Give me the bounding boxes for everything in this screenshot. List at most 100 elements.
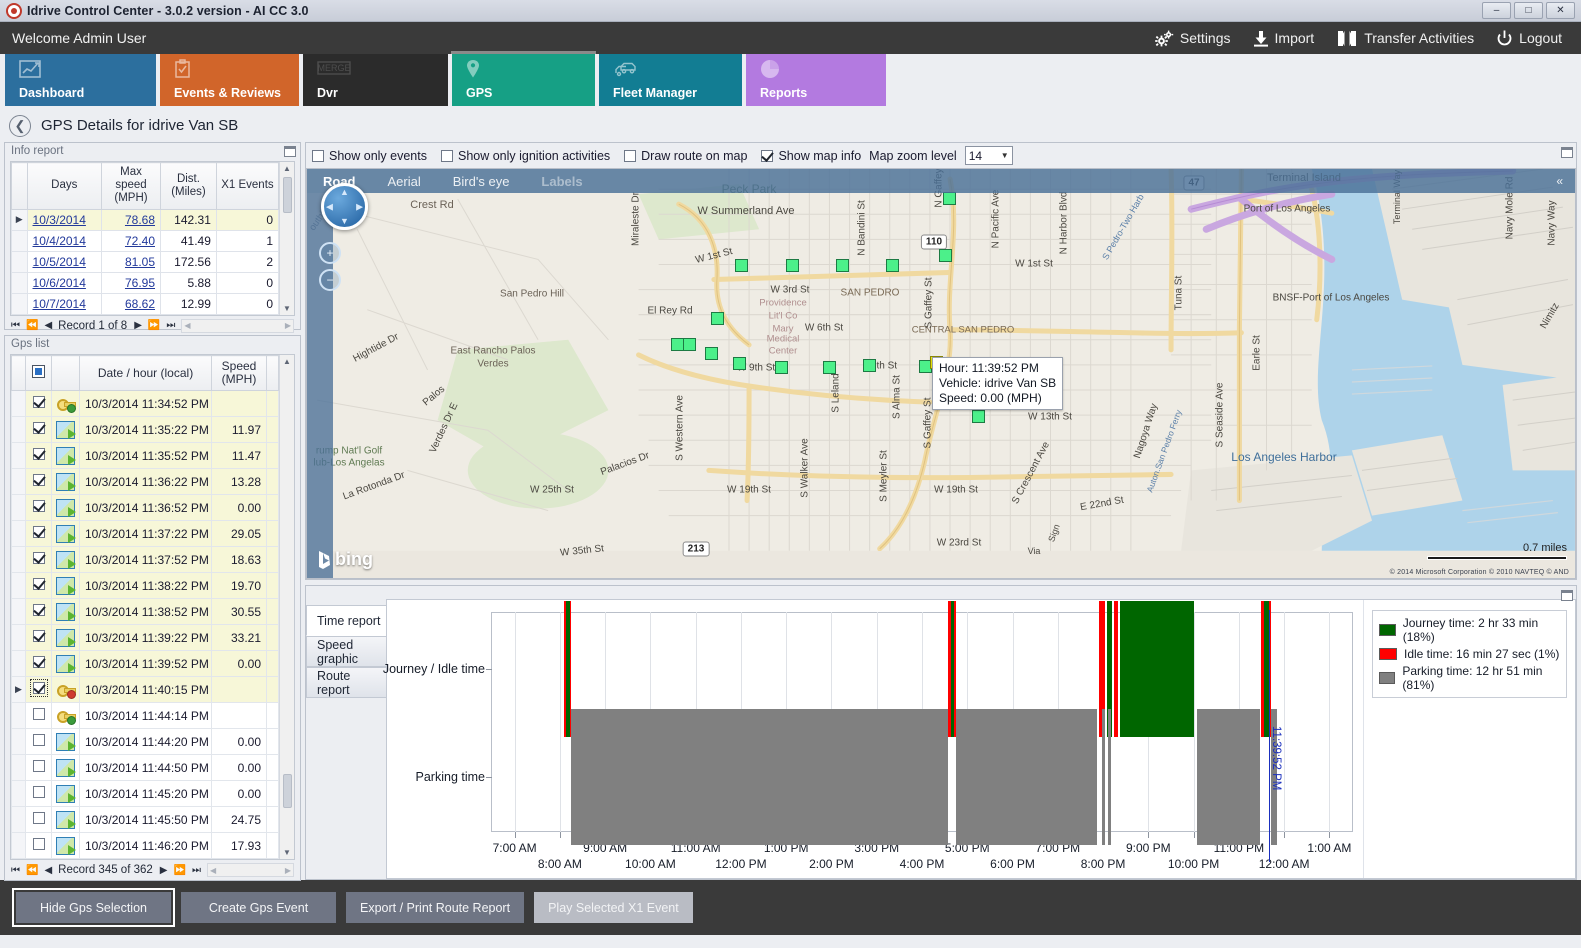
export-print-route-report-button[interactable]: Export / Print Route Report — [346, 892, 525, 923]
row-checkbox[interactable] — [32, 422, 45, 435]
gps-point-marker[interactable] — [735, 259, 748, 272]
pan-left-icon[interactable]: ◀ — [326, 201, 333, 211]
show-only-ignition-option[interactable]: Show only ignition activities — [440, 149, 610, 163]
row-checkbox-cell[interactable] — [25, 780, 52, 808]
tab-speed-graphic[interactable]: Speed graphic — [306, 636, 386, 667]
row-checkbox-cell[interactable] — [25, 494, 52, 522]
cell-day[interactable]: 10/3/2014 — [26, 208, 103, 231]
play-selected-x1-event-button[interactable]: Play Selected X1 Event — [534, 892, 693, 923]
col-days[interactable]: Days — [26, 162, 103, 210]
prev-record-button[interactable]: ◀ — [44, 864, 52, 876]
prev-page-button[interactable]: ⏪ — [26, 864, 38, 876]
list-item[interactable]: 10/3/2014 11:36:22 PM 13.28 — [11, 468, 279, 496]
restore-icon-map[interactable] — [1561, 147, 1573, 158]
row-checkbox[interactable] — [32, 474, 45, 487]
list-item[interactable]: 10/3/2014 11:44:50 PM 0.00 — [11, 754, 279, 782]
list-item[interactable]: 10/3/2014 11:39:22 PM 33.21 — [11, 624, 279, 652]
table-row[interactable]: 10/7/2014 68.62 12.99 0 — [11, 292, 279, 315]
scroll-down-icon[interactable]: ▼ — [283, 848, 291, 858]
settings-button[interactable]: Settings — [1143, 22, 1242, 54]
list-item[interactable]: 10/3/2014 11:38:22 PM 19.70 — [11, 572, 279, 600]
gps-point-marker[interactable] — [775, 361, 788, 374]
show-only-events-checkbox[interactable] — [312, 149, 324, 162]
row-checkbox[interactable] — [32, 630, 45, 643]
select-all-checkbox[interactable] — [25, 355, 52, 392]
list-item[interactable]: 10/3/2014 11:35:52 PM 11.47 — [11, 442, 279, 470]
draw-route-option[interactable]: Draw route on map — [624, 149, 747, 163]
row-checkbox-cell[interactable] — [25, 728, 52, 756]
row-checkbox-cell[interactable] — [25, 832, 52, 860]
next-page-button[interactable]: ⏩ — [147, 320, 160, 332]
nav-tile-gps[interactable]: GPS — [451, 51, 596, 106]
scroll-thumb[interactable] — [282, 774, 292, 809]
table-row[interactable]: 10/6/2014 76.95 5.88 0 — [11, 271, 279, 294]
gps-point-marker[interactable] — [786, 259, 799, 272]
tab-route-report[interactable]: Route report — [306, 667, 386, 698]
row-checkbox-cell[interactable] — [25, 598, 52, 626]
show-only-ignition-checkbox[interactable] — [440, 149, 453, 162]
pan-down-icon[interactable]: ▼ — [340, 216, 349, 226]
cell-day[interactable]: 10/7/2014 — [26, 292, 103, 315]
gps-point-marker[interactable] — [683, 338, 696, 351]
scroll-down-icon[interactable]: ▼ — [283, 303, 291, 313]
last-page-button[interactable]: ⏭ — [191, 864, 201, 876]
row-checkbox[interactable] — [32, 734, 45, 747]
restore-icon-info[interactable] — [284, 146, 296, 157]
row-checkbox[interactable] — [32, 786, 45, 799]
gps-point-marker[interactable] — [711, 312, 724, 325]
gps-point-marker[interactable] — [823, 361, 836, 374]
nav-tile-events-reviews[interactable]: Events & Reviews — [160, 54, 299, 106]
pan-right-icon[interactable]: ▶ — [356, 201, 363, 211]
row-checkbox-cell[interactable] — [25, 390, 52, 418]
list-item[interactable]: 10/3/2014 11:38:52 PM 30.55 — [11, 598, 279, 626]
list-item[interactable]: 10/3/2014 11:45:20 PM 0.00 — [11, 780, 279, 808]
row-checkbox-cell[interactable] — [25, 624, 52, 652]
import-button[interactable]: Import — [1242, 22, 1326, 54]
list-item[interactable]: 10/3/2014 11:37:22 PM 29.05 — [11, 520, 279, 548]
row-checkbox-cell[interactable] — [25, 546, 52, 574]
row-checkbox-cell[interactable] — [25, 650, 52, 678]
info-report-hscrollbar[interactable]: ◀ ▶ — [181, 318, 294, 333]
row-checkbox[interactable] — [32, 656, 45, 669]
gps-list-scrollbar[interactable]: ▲ ▼ — [279, 355, 294, 860]
map-mode-labels[interactable]: Labels — [541, 173, 583, 189]
pan-up-icon[interactable]: ▲ — [340, 187, 349, 197]
scroll-up-icon[interactable]: ▲ — [283, 164, 291, 173]
list-item[interactable]: 10/3/2014 11:34:52 PM — [11, 390, 279, 418]
transfer-activities-button[interactable]: Transfer Activities — [1325, 22, 1485, 54]
show-only-events-option[interactable]: Show only events — [312, 149, 427, 163]
show-map-info-checkbox[interactable] — [761, 149, 774, 162]
row-checkbox[interactable] — [32, 448, 45, 461]
list-item[interactable]: 10/3/2014 11:45:50 PM 24.75 — [11, 806, 279, 834]
col-x1-events[interactable]: X1 Events — [215, 162, 279, 210]
col-max-speed[interactable]: Max speed (MPH) — [101, 162, 161, 210]
restore-icon-report[interactable] — [1561, 590, 1573, 601]
zoom-out-icon[interactable]: − — [319, 269, 341, 291]
row-checkbox[interactable] — [32, 526, 45, 539]
list-item[interactable]: 10/3/2014 11:36:52 PM 0.00 — [11, 494, 279, 522]
row-checkbox-cell[interactable] — [25, 806, 52, 834]
draw-route-checkbox[interactable] — [624, 149, 637, 162]
prev-page-button[interactable]: ⏪ — [26, 320, 38, 332]
nav-tile-fleet-manager[interactable]: Fleet Manager — [599, 54, 742, 106]
show-map-info-option[interactable]: Show map info — [761, 149, 861, 163]
scroll-thumb[interactable] — [282, 177, 292, 213]
map-viewport[interactable]: Road Aerial Bird's eye Labels « ▲ ▼ ◀ ▶ … — [306, 168, 1576, 579]
zoom-in-icon[interactable]: + — [319, 242, 341, 264]
row-checkbox-cell[interactable] — [25, 676, 52, 704]
col-speed[interactable]: Speed (MPH) — [211, 355, 267, 392]
row-checkbox-cell[interactable] — [25, 754, 52, 782]
next-page-button[interactable]: ⏩ — [173, 864, 185, 876]
row-checkbox[interactable] — [32, 812, 45, 825]
last-page-button[interactable]: ⏭ — [166, 320, 175, 332]
row-checkbox[interactable] — [32, 708, 45, 721]
gps-point-marker[interactable] — [836, 259, 849, 272]
row-checkbox[interactable] — [29, 679, 48, 698]
map-mode-birds-eye[interactable]: Bird's eye — [452, 173, 510, 189]
nav-tile-dashboard[interactable]: Dashboard — [5, 54, 156, 106]
collapse-icon[interactable]: « — [1556, 174, 1563, 188]
gps-list-hscrollbar[interactable]: ◀ ▶ — [206, 863, 294, 878]
cell-max-speed[interactable]: 72.40 — [101, 229, 161, 252]
next-record-button[interactable]: ▶ — [159, 864, 168, 876]
list-item[interactable]: 10/3/2014 11:39:52 PM 0.00 — [11, 650, 279, 678]
